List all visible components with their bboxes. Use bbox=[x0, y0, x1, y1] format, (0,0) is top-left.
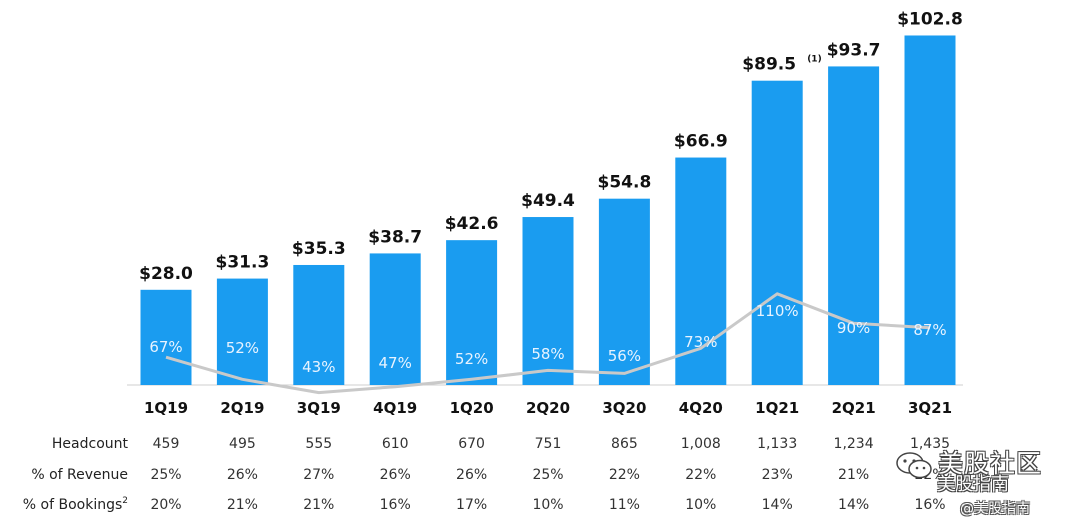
table-cell: 21% bbox=[227, 497, 258, 513]
table-cell: 26% bbox=[380, 467, 411, 483]
bar-1Q20 bbox=[446, 240, 498, 385]
category-label: 1Q19 bbox=[144, 399, 188, 417]
ratio-label: 87% bbox=[913, 321, 946, 339]
ratio-label: 52% bbox=[226, 339, 259, 357]
table-cell: 20% bbox=[150, 497, 181, 513]
ratio-label: 52% bbox=[455, 350, 488, 368]
table-cell: 555 bbox=[305, 436, 332, 452]
category-label: 4Q19 bbox=[373, 399, 417, 417]
bar-4Q19 bbox=[369, 253, 421, 385]
category-label: 3Q20 bbox=[602, 399, 646, 417]
ratio-label: 58% bbox=[531, 345, 564, 363]
bar-1Q21 bbox=[751, 80, 803, 385]
table-cell: 751 bbox=[535, 436, 562, 452]
bar-value-label: $93.7 bbox=[827, 40, 881, 60]
table-cell: 22% bbox=[685, 467, 716, 483]
table-cell: 1,008 bbox=[681, 436, 721, 452]
category-label: 3Q21 bbox=[908, 399, 952, 417]
table-cell: 670 bbox=[458, 436, 485, 452]
category-label: 1Q21 bbox=[755, 399, 799, 417]
table-cell: 23% bbox=[762, 467, 793, 483]
table-cell: 16% bbox=[380, 497, 411, 513]
bar-2Q21 bbox=[828, 66, 880, 386]
ratio-label: 43% bbox=[302, 358, 335, 376]
bar-2Q20 bbox=[522, 217, 574, 385]
bar-value-label: $54.8 bbox=[598, 173, 652, 193]
bar-value-label: $28.0 bbox=[139, 264, 193, 284]
table-cell: 495 bbox=[229, 436, 256, 452]
bar-value-label: $102.8 bbox=[897, 9, 963, 29]
bar-3Q19 bbox=[293, 264, 345, 385]
table-cell: 1,234 bbox=[834, 436, 874, 452]
category-label: 3Q19 bbox=[297, 399, 341, 417]
ratio-label: 56% bbox=[608, 347, 641, 365]
bar-value-label: $35.3 bbox=[292, 239, 346, 259]
table-cell: 865 bbox=[611, 436, 638, 452]
table-cell: 17% bbox=[456, 497, 487, 513]
category-label: 4Q20 bbox=[679, 399, 723, 417]
table-cell: 22% bbox=[609, 467, 640, 483]
footnote-marker: (1) bbox=[807, 55, 822, 65]
wechat-icon bbox=[895, 450, 935, 486]
bar-value-label: $66.9 bbox=[674, 132, 728, 152]
table-cell: 11% bbox=[609, 497, 640, 513]
table-row-label: % of Bookings2 bbox=[23, 496, 128, 513]
table-row-label: % of Revenue bbox=[31, 467, 128, 483]
bar-value-label: $42.6 bbox=[445, 214, 499, 234]
bar-value-label: $89.5 bbox=[742, 55, 796, 75]
bar-1Q19 bbox=[140, 289, 192, 385]
table-cell: 610 bbox=[382, 436, 409, 452]
table-cell: 21% bbox=[838, 467, 869, 483]
category-label: 1Q20 bbox=[450, 399, 494, 417]
table-cell: 10% bbox=[685, 497, 716, 513]
category-label: 2Q21 bbox=[832, 399, 876, 417]
table-cell: 10% bbox=[532, 497, 563, 513]
ratio-line bbox=[165, 292, 931, 395]
table-cell: 16% bbox=[914, 497, 945, 513]
table-cell: 25% bbox=[150, 467, 181, 483]
category-label: 2Q20 bbox=[526, 399, 570, 417]
category-label: 2Q19 bbox=[220, 399, 264, 417]
table-row-label: Headcount bbox=[52, 436, 129, 452]
table-cell: 459 bbox=[153, 436, 180, 452]
ratio-label: 73% bbox=[684, 333, 717, 351]
watermark-guide: 美股指南 bbox=[937, 474, 1009, 495]
bar-3Q20 bbox=[598, 198, 650, 385]
table-cell: 26% bbox=[456, 467, 487, 483]
watermark-handle: @美股指南 bbox=[960, 501, 1030, 517]
bar-value-label: $49.4 bbox=[521, 191, 575, 211]
ratio-label: 90% bbox=[837, 319, 870, 337]
bar-value-label: $38.7 bbox=[368, 227, 422, 247]
ratio-label: 110% bbox=[756, 302, 799, 320]
table-cell: 27% bbox=[303, 467, 334, 483]
bar-value-label: $31.3 bbox=[216, 253, 270, 273]
table-cell: 25% bbox=[532, 467, 563, 483]
ratio-label: 47% bbox=[379, 354, 412, 372]
table-cell: 26% bbox=[227, 467, 258, 483]
watermark-community: 美股社区 bbox=[938, 449, 1043, 478]
table-cell: 14% bbox=[762, 497, 793, 513]
table-cell: 21% bbox=[303, 497, 334, 513]
ratio-label: 67% bbox=[149, 338, 182, 356]
table-cell: 14% bbox=[838, 497, 869, 513]
table-cell: 1,435 bbox=[910, 436, 950, 452]
table-cell: 1,133 bbox=[757, 436, 797, 452]
bar-2Q19 bbox=[216, 278, 268, 385]
